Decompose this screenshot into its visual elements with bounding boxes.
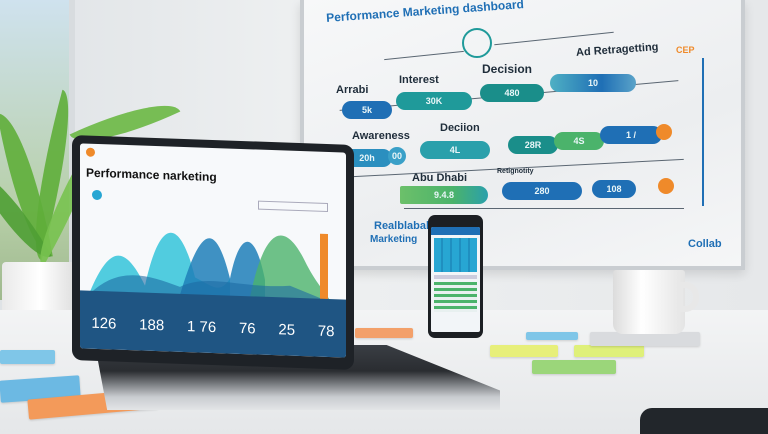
pill-row1-0: 5k bbox=[342, 101, 392, 119]
logo-icon bbox=[86, 147, 95, 157]
label-abu-dhabi: Abu Dhabi bbox=[412, 172, 467, 184]
stat-5: 25 bbox=[278, 320, 296, 339]
notebook bbox=[590, 332, 700, 346]
label-awareness: Awareness bbox=[352, 130, 410, 142]
coffee-mug bbox=[613, 270, 685, 334]
sticky-note bbox=[532, 360, 616, 374]
whiteboard: Performance Marketing dashboard Arrabi I… bbox=[300, 0, 745, 270]
brand-left-line2: Marketing bbox=[370, 234, 418, 245]
pill-row3-0: 9.4.8 bbox=[400, 186, 488, 204]
area-series-3 bbox=[250, 235, 330, 301]
mug-handle bbox=[677, 282, 699, 312]
whiteboard-title: Performance Marketing dashboard bbox=[325, 0, 525, 25]
orange-badge-icon bbox=[656, 124, 672, 140]
label-decision: Decision bbox=[482, 62, 533, 76]
phone-screen bbox=[431, 227, 480, 332]
pill-row2-1: 00 bbox=[388, 147, 406, 165]
stat-6: 78 bbox=[317, 322, 335, 340]
pill-row3-1: 280 bbox=[502, 182, 582, 200]
label-arrabi: Arrabi bbox=[336, 84, 369, 96]
pill-row2-3: 28R bbox=[508, 136, 558, 154]
vertical-arrow bbox=[702, 58, 704, 206]
pill-row2-2: 4L bbox=[420, 141, 490, 159]
label-retignotity: Retignotity bbox=[497, 168, 534, 175]
label-interest: Interest bbox=[399, 74, 439, 86]
sticky-note bbox=[355, 328, 413, 338]
area-chart bbox=[90, 232, 330, 303]
pill-row3-2: 108 bbox=[592, 180, 636, 198]
sticky-note bbox=[490, 345, 558, 357]
orange-badge-icon bbox=[658, 178, 674, 194]
sticky-note bbox=[0, 350, 55, 364]
chart-icon bbox=[462, 28, 492, 58]
phone-tiles bbox=[434, 238, 477, 272]
laptop-screen: Performance narketing 126 188 1 76 76 25… bbox=[80, 143, 346, 358]
sticky-note bbox=[526, 332, 578, 340]
smartphone bbox=[428, 215, 483, 338]
pill-row1-3: 10 bbox=[550, 74, 636, 92]
stat-4: 76 bbox=[238, 319, 256, 337]
orange-bar bbox=[320, 233, 328, 303]
pill-row2-0: 20h bbox=[342, 149, 392, 167]
pill-row1-1: 30K bbox=[396, 92, 472, 110]
brand-left-line1: Realblabal bbox=[374, 220, 430, 232]
pill-row2-4: 4S bbox=[554, 132, 604, 150]
label-cep: CEP bbox=[676, 45, 695, 55]
search-icon[interactable] bbox=[92, 189, 102, 201]
stat-2: 188 bbox=[139, 315, 165, 334]
stat-3: 1 76 bbox=[186, 317, 217, 336]
pill-row1-2: 480 bbox=[480, 84, 544, 102]
pill-row2-5: 1 / bbox=[600, 126, 662, 144]
filter-dropdown[interactable] bbox=[258, 200, 328, 213]
dashboard-title: Performance narketing bbox=[86, 165, 217, 185]
label-deciion: Deciion bbox=[440, 122, 480, 134]
sticky-note bbox=[574, 345, 644, 357]
collab-logo: Collab bbox=[688, 238, 722, 250]
laptop: Performance narketing 126 188 1 76 76 25… bbox=[72, 135, 354, 370]
chair bbox=[640, 408, 768, 434]
label-ad-retargeting: Ad Retragetting bbox=[575, 41, 659, 59]
stat-1: 126 bbox=[91, 314, 117, 333]
stats-bar: 126 188 1 76 76 25 78 bbox=[80, 290, 346, 358]
phone-list bbox=[434, 282, 477, 312]
